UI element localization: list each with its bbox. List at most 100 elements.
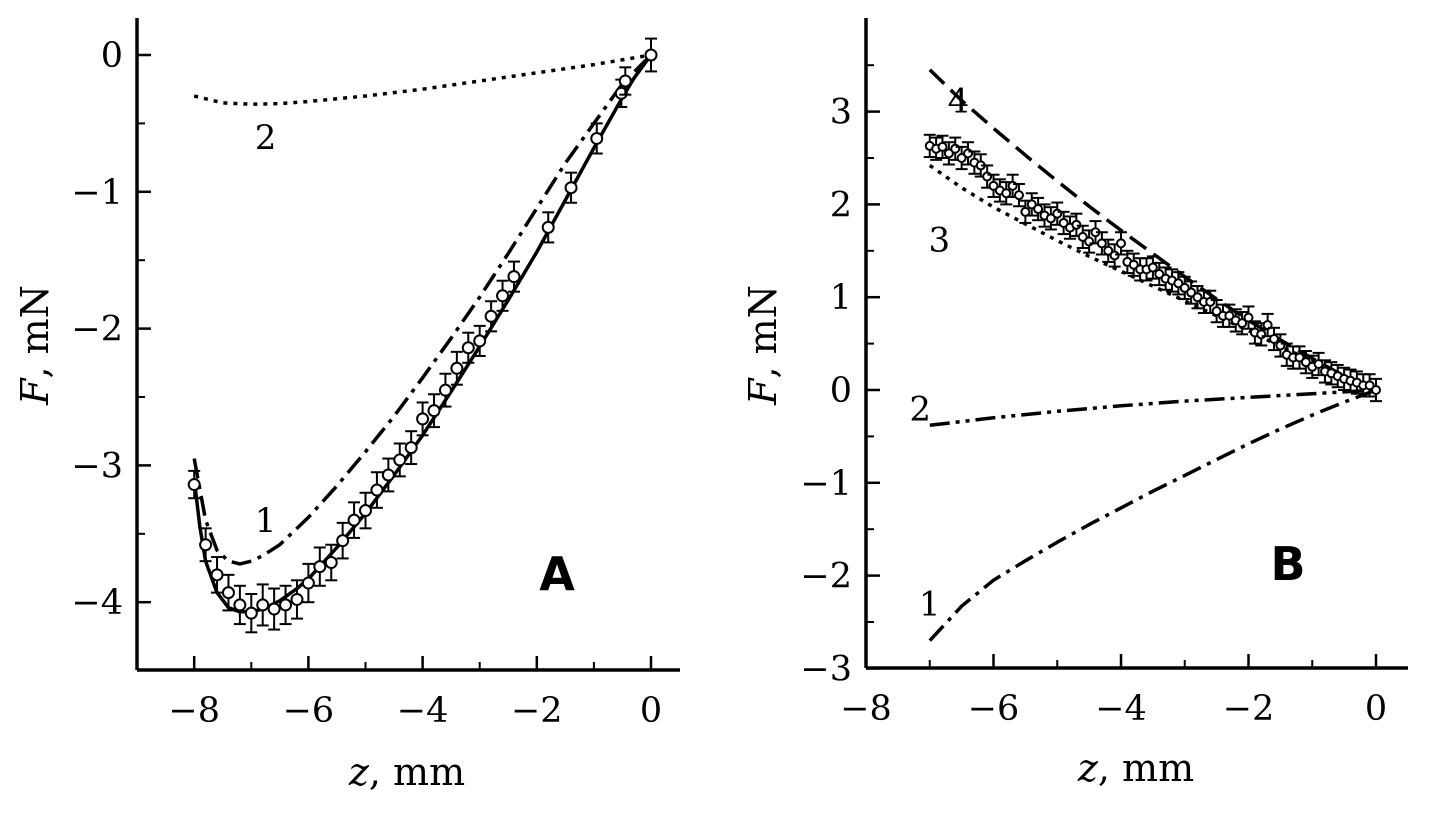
chart-b-data-point — [1371, 385, 1381, 395]
chart-a-data-point — [507, 270, 521, 284]
chart-a-x-tick-label: −8 — [168, 691, 220, 731]
chart-b-y-tick-label: 1 — [830, 278, 852, 318]
chart-a-data-point — [290, 592, 304, 606]
chart-a-data-point — [450, 361, 464, 375]
chart-b-data-point — [1243, 312, 1254, 323]
chart-a-data-point — [256, 598, 270, 612]
chart-a-y-tick-label: −1 — [71, 173, 123, 213]
chart-b-series-1-label: 1 — [919, 584, 941, 624]
chart-b-series-1-line — [928, 388, 1377, 642]
chart-b-y-axis-label: F, mN — [741, 285, 785, 406]
chart-a-data-point — [359, 504, 372, 518]
chart-a-data-point — [221, 586, 235, 600]
chart-b-data-point — [1224, 310, 1235, 321]
chart-b-data-point — [1186, 287, 1197, 298]
chart-a-data-point — [618, 74, 632, 88]
chart-a-data-point — [461, 341, 475, 355]
chart-b-y-tick-label: −2 — [800, 557, 852, 597]
chart-b-data-point — [1045, 213, 1056, 224]
chart-a-data-point — [614, 86, 628, 100]
chart-b-data-point — [1211, 306, 1222, 317]
chart-a-data-point — [267, 602, 281, 616]
chart-b-data-point — [1116, 238, 1126, 249]
chart-a-y-axis-label: F, mN — [13, 285, 57, 406]
chart-a-data-point — [427, 404, 441, 418]
chart-b-data-point — [1179, 282, 1190, 293]
chart-b-data-point — [1294, 352, 1305, 363]
chart-a-x-tick-label: −4 — [397, 691, 449, 731]
chart-a-data-point — [370, 483, 384, 497]
chart-a-x-tick-label: −2 — [511, 691, 563, 731]
chart-b-data-point — [1014, 190, 1024, 201]
chart-a-data-point — [210, 568, 224, 582]
chart-b-data-point — [937, 141, 948, 152]
chart-a-data-point — [393, 453, 407, 467]
chart-a-data-point — [313, 560, 327, 574]
chart-b-data-point — [1058, 217, 1069, 228]
chart-a-data-point — [404, 441, 418, 455]
chart-b-data-point — [1026, 199, 1037, 210]
chart-b-x-tick-label: −2 — [1223, 689, 1275, 729]
chart-a-data-point — [244, 606, 258, 620]
chart-a-y-tick-label: 0 — [101, 36, 123, 76]
chart-b-data-point — [1103, 245, 1114, 256]
chart-b-series-4-label: 4 — [948, 81, 970, 121]
chart-a-data-point — [496, 289, 510, 303]
chart-a-data-point — [381, 468, 395, 482]
chart-b-series-2-line — [929, 388, 1377, 428]
chart-a-data-point — [199, 538, 213, 552]
chart-b-data-point — [1077, 231, 1088, 242]
chart-b-data-point — [988, 180, 999, 191]
chart-b-data-point — [1364, 380, 1375, 391]
chart-a-data-point — [279, 598, 293, 612]
chart-b-x-tick-label: −4 — [1095, 689, 1147, 729]
chart-a-data-point — [484, 309, 498, 323]
chart-a-y-tick-label: −3 — [71, 446, 123, 486]
chart-b-x-tick-label: −8 — [840, 689, 892, 729]
chart-a-data-point — [336, 534, 350, 548]
chart-b-y-tick-label: −1 — [800, 464, 852, 504]
chart-b-y-tick-label: 0 — [830, 371, 852, 411]
panel-b: −8 −6 −4 −2 0 3 2 1 0 −1 −2 −3 z, mm F, mN 4 3 2 1 B — [741, 18, 1408, 790]
chart-a-data-point — [644, 48, 658, 62]
chart-b-data-point — [1313, 359, 1324, 370]
chart-a-panel-letter: A — [539, 547, 575, 601]
chart-a-data-point — [438, 383, 452, 397]
chart-a-data-point — [473, 334, 487, 348]
chart-b-data-point — [1237, 318, 1248, 329]
chart-a-data-point — [416, 412, 430, 426]
chart-b-x-tick-label: −6 — [968, 689, 1020, 729]
chart-b-data-point — [1128, 259, 1139, 270]
chart-a-data-point — [233, 598, 247, 612]
chart-a-series-1-label: 1 — [255, 501, 277, 541]
chart-b-data-point — [1192, 292, 1203, 303]
chart-b-panel-letter: B — [1270, 537, 1305, 591]
chart-a-x-tick-label: −6 — [283, 691, 335, 731]
chart-b-data-point — [956, 153, 967, 163]
chart-a-data-point — [187, 478, 201, 492]
chart-a-y-tick-label: −4 — [71, 583, 123, 623]
chart-b-data-point — [1300, 357, 1311, 368]
chart-a-data-point — [564, 181, 578, 195]
panel-a: −8 −6 −4 −2 0 0 −1 −2 −3 −4 z, mm F, mN 1 2 A — [13, 18, 680, 794]
chart-b-data-point — [943, 148, 954, 159]
chart-b-series-3-label: 3 — [928, 221, 950, 261]
chart-b-data-point — [1154, 269, 1165, 279]
chart-a-data-point — [301, 576, 315, 590]
chart-a-series-2-line — [193, 53, 652, 106]
chart-b-x-tick-label: 0 — [1365, 689, 1387, 729]
chart-b-data-point — [1001, 188, 1012, 199]
chart-b-data-point — [1173, 278, 1184, 289]
chart-b-y-tick-label: −3 — [800, 649, 852, 689]
chart-b-y-tick-label: 3 — [830, 93, 852, 133]
chart-a-series-1-line — [192, 53, 653, 566]
chart-b-data-point — [1096, 238, 1107, 249]
chart-b-data-point — [1020, 206, 1031, 217]
chart-a-x-axis-label: z, mm — [348, 750, 465, 794]
chart-b-series-4-line — [928, 68, 1377, 392]
chart-a-data-point — [590, 131, 604, 145]
chart-a-y-tick-label: −2 — [71, 310, 123, 350]
chart-a-data-point — [541, 220, 555, 234]
chart-b-data-point — [1269, 333, 1279, 344]
